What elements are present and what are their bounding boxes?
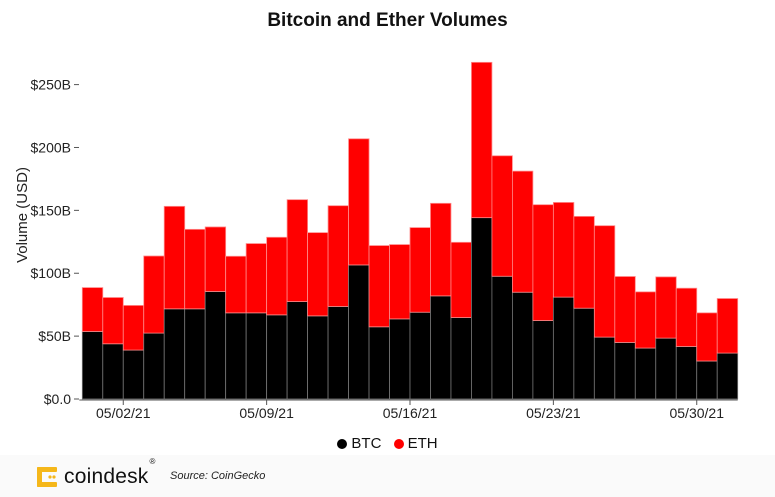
bar-eth-05-27-21: [634, 291, 657, 349]
legend: BTC ETH: [0, 435, 775, 453]
bar-eth-05-13-21: [348, 138, 370, 266]
bar-btc-05-24-21: [573, 307, 595, 400]
y-tick-label: $0.0: [44, 391, 71, 407]
y-tick-label: $250B: [31, 77, 71, 93]
bar-eth-05-30-21: [696, 312, 718, 362]
registered-mark: ®: [149, 457, 156, 466]
bar-eth-05-24-21: [573, 215, 595, 309]
bar-eth-05-12-21: [327, 205, 349, 307]
bar-btc-05-12-21: [327, 306, 349, 400]
bar-eth-05-03-21: [143, 255, 165, 334]
x-tick-label: 05/16/21: [383, 405, 438, 421]
x-tick-label: 05/30/21: [669, 405, 724, 421]
bar-btc-05-27-21: [634, 347, 657, 400]
bar-eth-05-23-21: [552, 202, 575, 298]
bar-btc-05-31-21: [716, 352, 739, 400]
bar-btc-05-08-21: [245, 312, 268, 400]
y-tick-label: $50B: [38, 328, 71, 344]
bar-eth-04-30-21: [81, 287, 104, 332]
bar-btc-05-21-21: [512, 291, 534, 400]
bar-btc-05-22-21: [532, 320, 554, 400]
bar-eth-05-19-21: [471, 61, 493, 219]
legend-label-btc: BTC: [351, 435, 382, 452]
bar-btc-05-17-21: [430, 295, 452, 400]
bar-eth-05-29-21: [675, 287, 698, 347]
bar-eth-05-15-21: [389, 244, 411, 320]
x-axis: 05/02/21 05/09/21 05/16/21 05/23/21 05/30/21: [79, 399, 738, 421]
bar-btc-05-13-21: [348, 264, 370, 400]
bar-btc-05-19-21: [471, 217, 493, 400]
y-tick-label: $200B: [31, 139, 71, 155]
bar-eth-05-26-21: [614, 276, 636, 343]
bar-eth-05-22-21: [532, 204, 554, 321]
bar-btc-05-18-21: [450, 317, 472, 400]
bar-btc-05-04-21: [163, 308, 186, 400]
bar-eth-05-11-21: [307, 232, 329, 317]
legend-dot-btc: [337, 438, 348, 449]
bar-eth-05-05-21: [184, 228, 206, 310]
legend-item-eth[interactable]: ETH: [393, 435, 438, 452]
bar-eth-05-10-21: [286, 199, 308, 302]
chart-title: Bitcoin and Ether Volumes: [267, 10, 508, 31]
bar-eth-05-17-21: [430, 202, 452, 297]
y-axis: $0.0 $50B $100B $150B $200B $250B: [31, 77, 79, 407]
bar-eth-05-04-21: [163, 205, 186, 310]
stacked-bar-chart: $0.0$50B$100B$150B$200B$250B 05/02/21 05/…: [14, 61, 739, 421]
coindesk-logo-icon: [37, 467, 57, 487]
legend-item-btc[interactable]: BTC: [337, 435, 381, 452]
bar-btc-05-28-21: [655, 337, 677, 400]
bar-btc-05-01-21: [102, 343, 124, 400]
bar-eth-05-18-21: [450, 241, 472, 318]
bars: [81, 61, 739, 400]
bar-btc-05-26-21: [614, 342, 636, 400]
y-axis-title: Volume (USD): [14, 167, 31, 263]
bar-btc-05-03-21: [143, 332, 165, 400]
x-tick-label: 05/23/21: [526, 405, 581, 421]
coindesk-logo: coindesk®: [36, 457, 156, 489]
bar-btc-05-14-21: [368, 326, 390, 400]
source-note: Source: CoinGecko: [170, 470, 266, 482]
bar-btc-05-16-21: [409, 311, 431, 400]
bar-btc-05-02-21: [122, 349, 145, 400]
bar-btc-05-06-21: [204, 291, 227, 400]
footer: [0, 455, 775, 497]
bar-btc-05-11-21: [307, 315, 329, 400]
bar-eth-05-09-21: [266, 236, 288, 316]
bar-btc-05-09-21: [266, 314, 288, 400]
bar-btc-04-30-21: [81, 331, 104, 400]
bar-eth-05-02-21: [122, 305, 145, 351]
brand-name: coindesk®: [64, 457, 156, 488]
bar-eth-05-07-21: [225, 255, 247, 314]
bar-btc-05-20-21: [491, 275, 513, 400]
bar-btc-05-10-21: [286, 301, 308, 400]
legend-dot-eth: [393, 438, 404, 449]
bar-btc-05-30-21: [696, 360, 718, 400]
bar-eth-05-16-21: [409, 227, 431, 313]
y-tick-label: $100B: [31, 265, 71, 281]
legend-label-eth: ETH: [407, 435, 438, 452]
bar-eth-05-20-21: [491, 155, 513, 277]
bar-eth-05-01-21: [102, 297, 124, 345]
bar-eth-05-31-21: [716, 298, 739, 354]
x-tick-label: 05/09/21: [239, 405, 294, 421]
y-tick-label: $150B: [31, 202, 71, 218]
bar-eth-05-21-21: [512, 170, 534, 293]
x-tick-label: 05/02/21: [96, 405, 151, 421]
bar-btc-05-05-21: [184, 308, 206, 400]
bar-btc-05-23-21: [552, 296, 575, 400]
bar-eth-05-06-21: [204, 226, 227, 292]
bar-eth-05-28-21: [655, 276, 677, 339]
bar-btc-05-29-21: [675, 346, 698, 400]
bar-eth-05-25-21: [593, 225, 616, 338]
bar-btc-05-07-21: [225, 312, 247, 400]
bar-eth-05-08-21: [245, 243, 268, 314]
bar-eth-05-14-21: [368, 245, 390, 328]
bar-btc-05-15-21: [389, 318, 411, 400]
bar-btc-05-25-21: [593, 336, 616, 400]
